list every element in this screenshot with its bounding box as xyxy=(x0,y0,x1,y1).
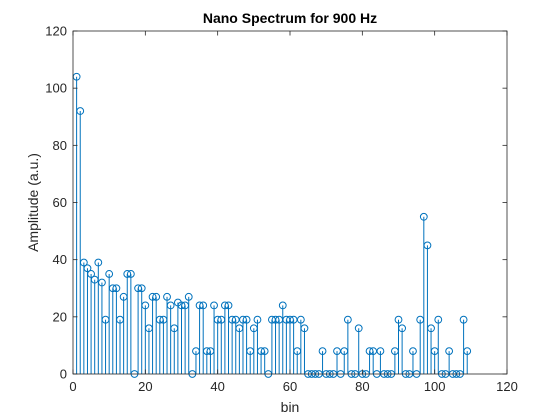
y-tick-label: 80 xyxy=(53,138,67,153)
stem-marker xyxy=(300,324,309,333)
y-tick-label: 0 xyxy=(60,367,67,382)
stem-point xyxy=(166,301,175,374)
stem-marker xyxy=(409,347,417,356)
stem-marker xyxy=(394,315,403,324)
stem-marker xyxy=(137,284,146,293)
stem-marker xyxy=(152,292,161,301)
stem-point xyxy=(137,284,146,374)
x-tick-label: 100 xyxy=(424,379,446,394)
stem-point xyxy=(445,347,454,374)
stem-marker xyxy=(398,324,407,333)
stem-marker xyxy=(242,315,251,324)
stem-marker xyxy=(163,292,171,301)
stem-point xyxy=(376,347,385,374)
x-tick-label: 0 xyxy=(69,379,76,394)
stem-point xyxy=(210,301,218,374)
stem-marker xyxy=(166,301,175,310)
stem-marker xyxy=(427,324,435,333)
stem-point xyxy=(98,278,106,374)
stem-marker xyxy=(94,258,103,267)
stem-point xyxy=(419,212,428,374)
stem-point xyxy=(343,315,352,374)
stem-point xyxy=(242,315,251,374)
x-tick-label: 40 xyxy=(210,379,224,394)
y-tick-label: 120 xyxy=(45,24,67,39)
stem-point xyxy=(112,284,121,374)
tick-labels: 0 20 40 60 80 100 120 0 20 40 60 80 100 120 xyxy=(45,24,518,395)
stem-marker xyxy=(141,301,150,310)
x-tick-label: 80 xyxy=(355,379,369,394)
stem-point xyxy=(260,347,269,374)
stem-point xyxy=(398,324,407,374)
stem-point xyxy=(76,107,85,374)
stem-marker xyxy=(210,301,218,310)
stem-marker xyxy=(278,301,287,310)
y-axis-label: Amplitude (a.u.) xyxy=(25,153,41,252)
stem-point xyxy=(459,315,468,374)
stem-point xyxy=(105,270,114,374)
stem-point xyxy=(163,292,171,374)
stem-marker xyxy=(79,258,88,267)
stem-marker xyxy=(87,270,95,278)
stem-marker xyxy=(98,278,106,287)
stem-point xyxy=(354,324,363,374)
stem-point xyxy=(152,292,161,374)
stem-point xyxy=(253,315,262,374)
stem-point xyxy=(318,347,327,374)
stem-marker xyxy=(184,292,193,301)
stem-marker xyxy=(224,301,233,310)
stem-marker xyxy=(376,347,385,356)
stem-marker xyxy=(463,347,472,356)
stem-marker xyxy=(105,270,114,278)
y-tick-label: 20 xyxy=(53,309,67,324)
x-tick-label: 120 xyxy=(496,379,518,394)
stem-point xyxy=(224,301,233,374)
stem-marker xyxy=(199,301,208,310)
stem-point xyxy=(409,347,417,374)
stem-point xyxy=(79,258,88,374)
stem-marker xyxy=(459,315,468,324)
y-tick-label: 40 xyxy=(53,252,67,267)
stem-marker xyxy=(253,315,262,324)
stem-point xyxy=(199,301,208,374)
stem-marker xyxy=(112,284,121,293)
stem-point xyxy=(300,324,309,374)
stem-point xyxy=(423,241,432,374)
chart-title: Nano Spectrum for 900 Hz xyxy=(203,10,377,26)
stem-marker xyxy=(76,107,85,115)
stem-marker xyxy=(423,241,432,250)
y-tick-label: 60 xyxy=(53,195,67,210)
stem-marker xyxy=(126,270,135,278)
x-tick-label: 60 xyxy=(283,379,297,394)
stem-marker xyxy=(434,315,443,324)
stem-marker xyxy=(419,212,428,221)
stem-point xyxy=(434,315,443,374)
axes xyxy=(72,30,508,375)
stem-point xyxy=(141,301,150,374)
x-axis-label: bin xyxy=(281,399,300,415)
stem-marker xyxy=(354,324,363,333)
stem-marker xyxy=(296,315,305,324)
stem-point xyxy=(126,270,135,374)
stem-point xyxy=(278,301,287,374)
x-tick-label: 20 xyxy=(138,379,152,394)
stem-point xyxy=(87,270,95,374)
stem-marker xyxy=(260,347,269,356)
stem-marker xyxy=(445,347,454,356)
stem-point xyxy=(83,264,92,374)
y-tick-label: 100 xyxy=(45,81,67,96)
stem-marker xyxy=(318,347,327,356)
stem-point xyxy=(463,347,472,374)
stem-marker xyxy=(83,264,92,273)
stem-point xyxy=(184,292,193,374)
stem-marker xyxy=(343,315,352,324)
